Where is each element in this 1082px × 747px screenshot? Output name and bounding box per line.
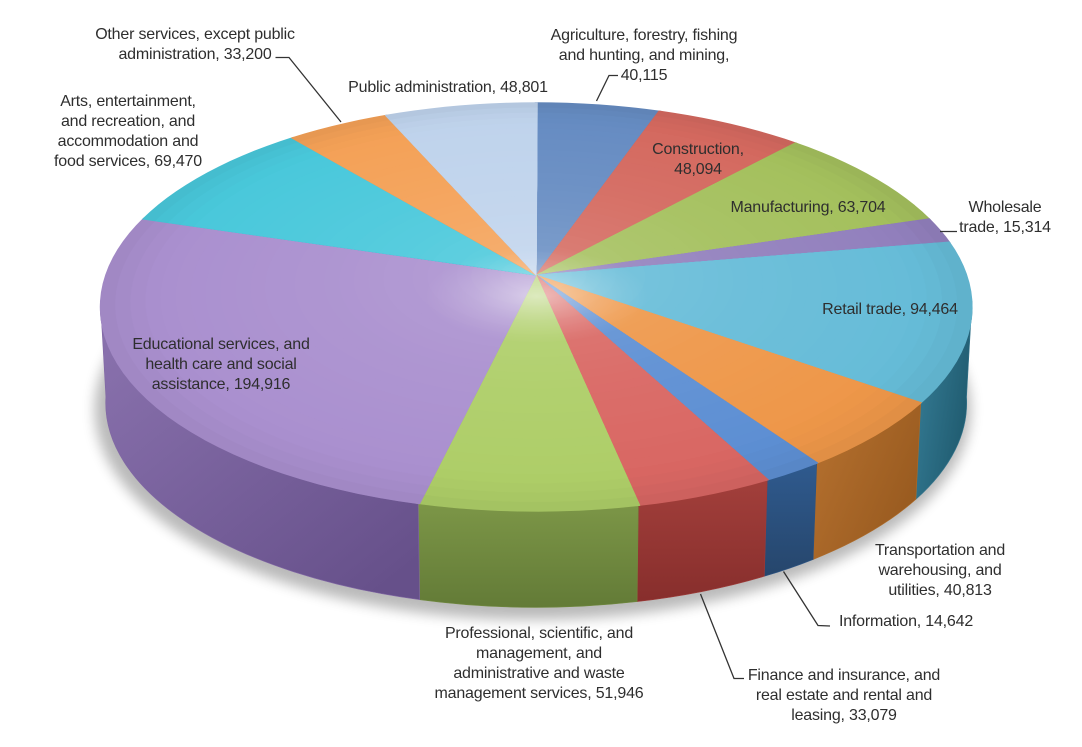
- svg-text:Other services, except public: Other services, except public: [95, 26, 295, 43]
- svg-text:trade, 15,314: trade, 15,314: [959, 219, 1051, 236]
- svg-text:health care and social: health care and social: [145, 356, 296, 373]
- svg-text:management services, 51,946: management services, 51,946: [435, 685, 644, 702]
- svg-text:Construction,: Construction,: [652, 141, 744, 158]
- svg-text:Arts, entertainment,: Arts, entertainment,: [60, 93, 196, 110]
- svg-text:administrative and waste: administrative and waste: [453, 665, 625, 682]
- svg-text:warehousing, and: warehousing, and: [877, 562, 1001, 579]
- svg-text:40,115: 40,115: [621, 67, 668, 84]
- svg-text:real estate and rental and: real estate and rental and: [756, 687, 932, 704]
- svg-text:utilities, 40,813: utilities, 40,813: [888, 582, 992, 599]
- svg-text:accommodation and: accommodation and: [58, 133, 199, 150]
- svg-text:Manufacturing, 63,704: Manufacturing, 63,704: [730, 199, 885, 216]
- svg-text:Information, 14,642: Information, 14,642: [839, 613, 973, 630]
- svg-text:Agriculture, forestry, fishing: Agriculture, forestry, fishing: [551, 27, 738, 44]
- svg-text:Finance and insurance, and: Finance and insurance, and: [748, 667, 940, 684]
- svg-text:48,094: 48,094: [674, 161, 722, 178]
- svg-text:assistance, 194,916: assistance, 194,916: [152, 376, 291, 393]
- svg-text:and hunting, and mining,: and hunting, and mining,: [559, 47, 729, 64]
- svg-text:Public administration, 48,801: Public administration, 48,801: [348, 79, 548, 96]
- svg-text:Transportation and: Transportation and: [875, 542, 1005, 559]
- svg-text:Retail trade, 94,464: Retail trade, 94,464: [822, 301, 958, 318]
- svg-text:leasing, 33,079: leasing, 33,079: [791, 707, 897, 724]
- svg-text:Educational services, and: Educational services, and: [132, 336, 309, 353]
- svg-text:Wholesale: Wholesale: [969, 199, 1042, 216]
- svg-text:administration, 33,200: administration, 33,200: [118, 46, 271, 63]
- svg-text:Professional, scientific, and: Professional, scientific, and: [445, 625, 633, 642]
- svg-text:food services, 69,470: food services, 69,470: [54, 153, 202, 170]
- svg-text:management, and: management, and: [476, 645, 602, 662]
- svg-text:and recreation, and: and recreation, and: [61, 113, 195, 130]
